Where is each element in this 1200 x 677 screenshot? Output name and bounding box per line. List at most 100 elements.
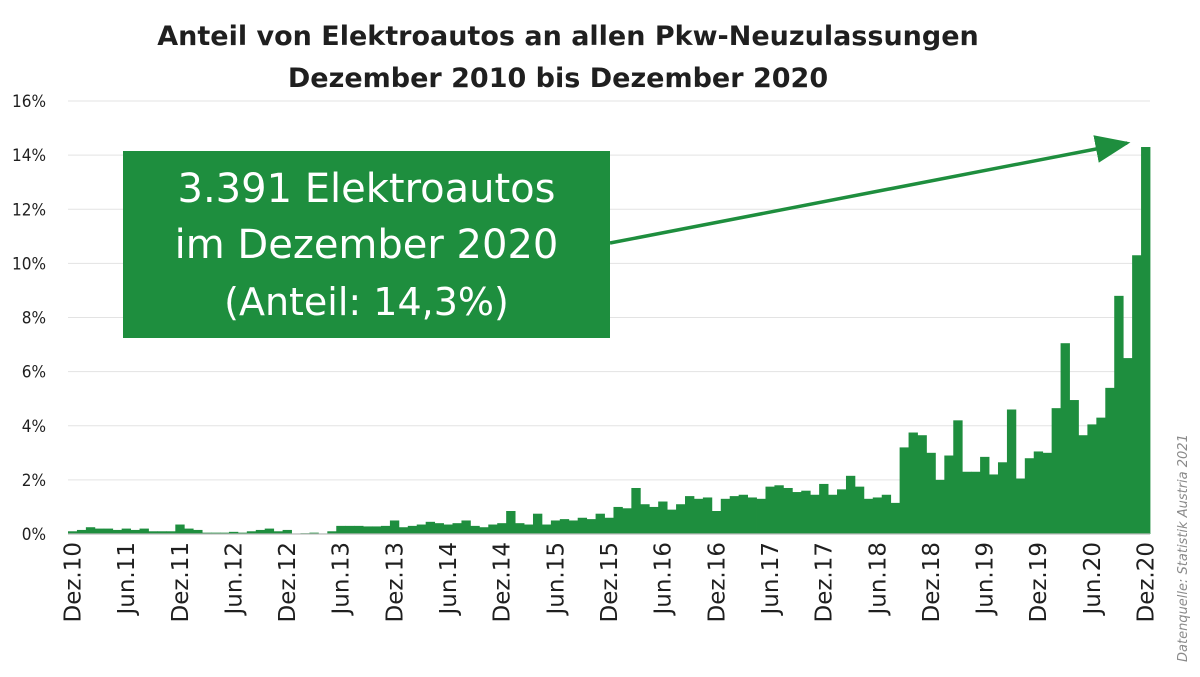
callout-box: 3.391 Elektroautos im Dezember 2020 (Ant… — [123, 151, 610, 338]
y-tick-label: 0% — [22, 525, 46, 545]
bar — [676, 504, 686, 534]
bar — [890, 502, 901, 534]
bar — [980, 456, 990, 534]
bar — [595, 513, 605, 534]
bar — [327, 531, 337, 534]
bar — [68, 531, 78, 534]
bar — [515, 523, 525, 534]
bar — [470, 525, 480, 534]
x-tick-label: Dez.17 — [812, 542, 838, 623]
bar — [828, 494, 838, 534]
x-tick-label: Jun.11 — [114, 542, 140, 617]
bar — [649, 506, 659, 534]
bar — [1123, 358, 1133, 534]
bar — [139, 528, 149, 534]
bar — [193, 529, 203, 534]
bar — [220, 532, 230, 534]
bar — [604, 517, 614, 534]
bar — [953, 420, 963, 534]
bar — [407, 525, 418, 534]
bar — [622, 508, 632, 534]
bar — [345, 525, 355, 534]
bar — [372, 526, 382, 534]
bar — [103, 528, 114, 534]
bar — [237, 532, 248, 534]
bar — [425, 521, 436, 534]
source-note: Datenquelle: Statistik Austria 2021 — [1176, 434, 1191, 662]
bar — [524, 524, 534, 534]
bar — [273, 531, 284, 534]
bar — [577, 517, 588, 534]
bar — [398, 527, 409, 534]
bar — [130, 529, 140, 534]
x-tick-label: Jun.14 — [436, 542, 462, 617]
bar — [1105, 387, 1115, 534]
bar — [550, 520, 561, 534]
bar — [783, 487, 793, 534]
bar — [85, 527, 96, 534]
bar — [1141, 147, 1151, 534]
x-tick-label: Jun.13 — [329, 542, 355, 617]
bar — [810, 494, 820, 534]
bar — [309, 532, 319, 534]
y-tick-label: 8% — [22, 309, 46, 329]
bar — [845, 475, 856, 534]
bar — [157, 531, 167, 534]
x-tick-label: Dez.12 — [275, 542, 301, 623]
bar — [997, 462, 1008, 534]
bar — [756, 498, 766, 534]
bar — [488, 524, 498, 534]
bar — [497, 523, 507, 534]
bar — [863, 498, 874, 534]
bar — [685, 496, 695, 534]
x-tick-label: Dez.10 — [61, 542, 87, 623]
callout-line-1: 3.391 Elektroautos — [177, 166, 556, 212]
bar — [1042, 452, 1053, 534]
bar — [184, 528, 194, 534]
bar — [613, 506, 623, 534]
callout-line-3: (Anteil: 14,3%) — [224, 280, 509, 324]
bar — [774, 485, 784, 534]
bar — [1078, 435, 1088, 534]
bar — [255, 529, 266, 534]
chart-subtitle: Dezember 2010 bis Dezember 2020 — [288, 63, 828, 94]
bar — [336, 525, 346, 534]
y-tick-label: 6% — [22, 363, 46, 383]
bar — [926, 452, 936, 534]
bar — [1096, 417, 1106, 534]
x-tick-label: Dez.18 — [919, 542, 945, 623]
bar — [94, 528, 105, 534]
callout-arrow — [609, 135, 1131, 245]
callout-line-2: im Dezember 2020 — [174, 222, 559, 268]
x-tick-label: Dez.20 — [1134, 542, 1160, 623]
y-tick-label: 14% — [12, 146, 46, 166]
bar — [175, 524, 185, 534]
x-tick-label: Jun.15 — [543, 542, 569, 617]
y-tick-label: 12% — [12, 200, 46, 220]
bar — [738, 494, 748, 534]
bar — [506, 511, 516, 534]
bar — [121, 528, 131, 534]
bar — [452, 523, 462, 534]
x-tick-label: Dez.14 — [490, 542, 516, 623]
bar — [1069, 400, 1079, 534]
bar — [971, 471, 981, 534]
bar — [631, 487, 641, 534]
bar — [202, 532, 212, 534]
bar — [702, 497, 713, 534]
bar — [1033, 451, 1044, 534]
x-tick-label: Jun.16 — [651, 542, 677, 617]
bar — [944, 455, 954, 534]
bar — [1060, 343, 1070, 534]
bar — [479, 527, 489, 534]
bar — [586, 519, 596, 534]
x-tick-label: Dez.11 — [168, 542, 194, 623]
bar — [363, 526, 373, 534]
bar — [559, 519, 570, 534]
bar — [389, 520, 400, 534]
x-tick-label: Dez.19 — [1026, 542, 1052, 623]
bar — [282, 529, 292, 534]
bar — [658, 501, 668, 534]
bar — [989, 474, 999, 534]
